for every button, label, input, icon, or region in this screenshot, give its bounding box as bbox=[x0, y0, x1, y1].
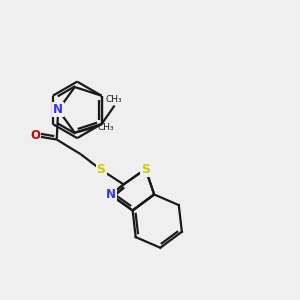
Text: N: N bbox=[106, 188, 116, 201]
Text: CH₃: CH₃ bbox=[98, 123, 115, 132]
Text: S: S bbox=[141, 163, 150, 176]
Text: CH₃: CH₃ bbox=[106, 95, 122, 104]
Text: O: O bbox=[30, 130, 40, 142]
Text: S: S bbox=[97, 163, 106, 176]
Text: N: N bbox=[53, 103, 63, 116]
